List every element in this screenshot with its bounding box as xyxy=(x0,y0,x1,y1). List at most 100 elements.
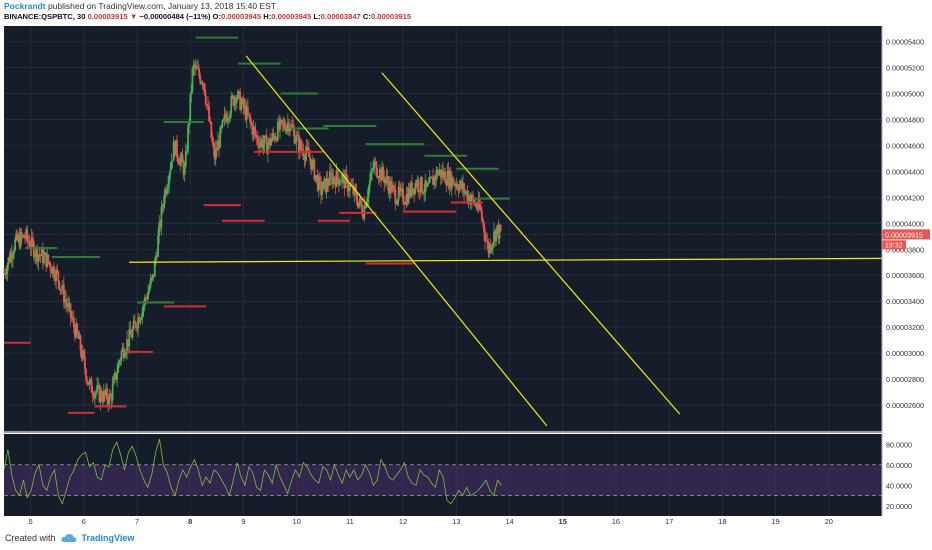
candle-down xyxy=(242,98,245,108)
candle-up xyxy=(391,184,393,193)
candle-down xyxy=(383,176,386,184)
candle-up xyxy=(304,153,307,161)
candle-down xyxy=(300,140,303,149)
candle-down xyxy=(273,135,276,140)
candle-up xyxy=(367,186,370,198)
candle-down xyxy=(38,254,41,256)
candle-down xyxy=(39,255,42,257)
candle-up xyxy=(438,169,441,173)
candle-up xyxy=(453,183,455,185)
price-tick-label: 0.00003600 xyxy=(886,271,924,280)
candle-down xyxy=(203,83,206,95)
candle-down xyxy=(249,115,252,122)
candle-down xyxy=(3,272,5,274)
candle-up xyxy=(372,168,375,170)
candle-up xyxy=(264,135,267,137)
candle-down xyxy=(280,119,283,121)
candle-down xyxy=(310,159,312,170)
candle-down xyxy=(499,224,502,232)
candle-up xyxy=(112,377,115,385)
candle-up xyxy=(450,177,453,189)
candle-up xyxy=(268,138,270,146)
candle-up xyxy=(490,246,493,251)
candle-down xyxy=(156,256,158,257)
candle-down xyxy=(52,266,55,278)
candle-down xyxy=(152,274,155,277)
close-label: C: xyxy=(362,12,371,21)
candle-up xyxy=(493,231,495,243)
candle-down xyxy=(181,154,184,163)
candle-up xyxy=(488,244,491,253)
candle-up xyxy=(94,393,96,399)
candle-up xyxy=(295,135,298,142)
candle-up xyxy=(111,384,114,401)
candle-up xyxy=(397,186,400,201)
candle-down xyxy=(204,94,207,105)
candle-down xyxy=(386,176,389,184)
candle-down xyxy=(100,390,103,400)
candle-up xyxy=(263,135,266,144)
candle-up xyxy=(197,68,199,70)
author-name[interactable]: Pockrandt xyxy=(4,1,46,11)
price-tick-label: 0.00004000 xyxy=(886,219,924,228)
candle-up xyxy=(142,304,145,309)
candle-up xyxy=(245,106,248,120)
candle-down xyxy=(161,206,164,208)
candle-up xyxy=(423,192,426,194)
time-tick-label: 5 xyxy=(29,517,33,526)
candle-up xyxy=(149,280,152,289)
candle-down xyxy=(489,244,492,251)
candle-down xyxy=(466,191,469,201)
candle-down xyxy=(402,188,404,203)
price-tick-label: 0.00003800 xyxy=(886,245,924,254)
candle-down xyxy=(425,180,428,187)
candle-down xyxy=(436,170,439,176)
candle-up xyxy=(399,188,402,192)
candle-down xyxy=(164,190,167,194)
candle-down xyxy=(66,303,69,308)
candle-up xyxy=(147,292,150,300)
time-tick-label: 15 xyxy=(559,517,567,526)
trendline xyxy=(129,257,883,263)
tradingview-brand[interactable]: TradingView xyxy=(81,533,135,543)
candle-up xyxy=(455,184,458,187)
candle-up xyxy=(121,347,124,352)
candle-down xyxy=(442,170,444,178)
candle-down xyxy=(403,202,406,205)
candle-down xyxy=(265,135,268,154)
candle-down xyxy=(251,124,254,135)
candle-down xyxy=(98,385,101,402)
candle-up xyxy=(342,173,345,175)
candle-up xyxy=(286,122,289,127)
candle-up xyxy=(458,185,461,192)
candle-up xyxy=(290,124,293,130)
candle-up xyxy=(366,197,369,202)
candle-up xyxy=(95,391,97,394)
candle-up xyxy=(299,140,301,152)
candle-down xyxy=(387,183,390,194)
price-tick-label: 0.00004800 xyxy=(886,115,924,124)
candle-up xyxy=(262,143,265,149)
candle-up xyxy=(131,329,134,338)
candle-down xyxy=(275,137,278,141)
candle-down xyxy=(352,185,355,195)
candle-down xyxy=(10,252,13,260)
candle-up xyxy=(174,140,177,156)
candle-down xyxy=(447,170,450,187)
chart-area[interactable]: 0.00005400 0.00005200 0.00005000 0.00004800… xyxy=(0,22,932,530)
candle-down xyxy=(472,194,474,199)
candle-up xyxy=(125,351,127,356)
candle-up xyxy=(188,121,191,126)
candle-down xyxy=(62,284,65,303)
candle-up xyxy=(162,203,165,208)
candle-up xyxy=(75,323,77,338)
candle-up xyxy=(13,250,15,255)
time-tick-label: 11 xyxy=(346,517,354,526)
candle-up xyxy=(260,139,263,143)
price-tick-label: 0.00003000 xyxy=(886,349,924,358)
candle-up xyxy=(462,183,464,189)
candle-up xyxy=(108,393,111,405)
candle-down xyxy=(86,379,89,382)
candle-down xyxy=(360,198,362,205)
candle-down xyxy=(58,281,61,290)
